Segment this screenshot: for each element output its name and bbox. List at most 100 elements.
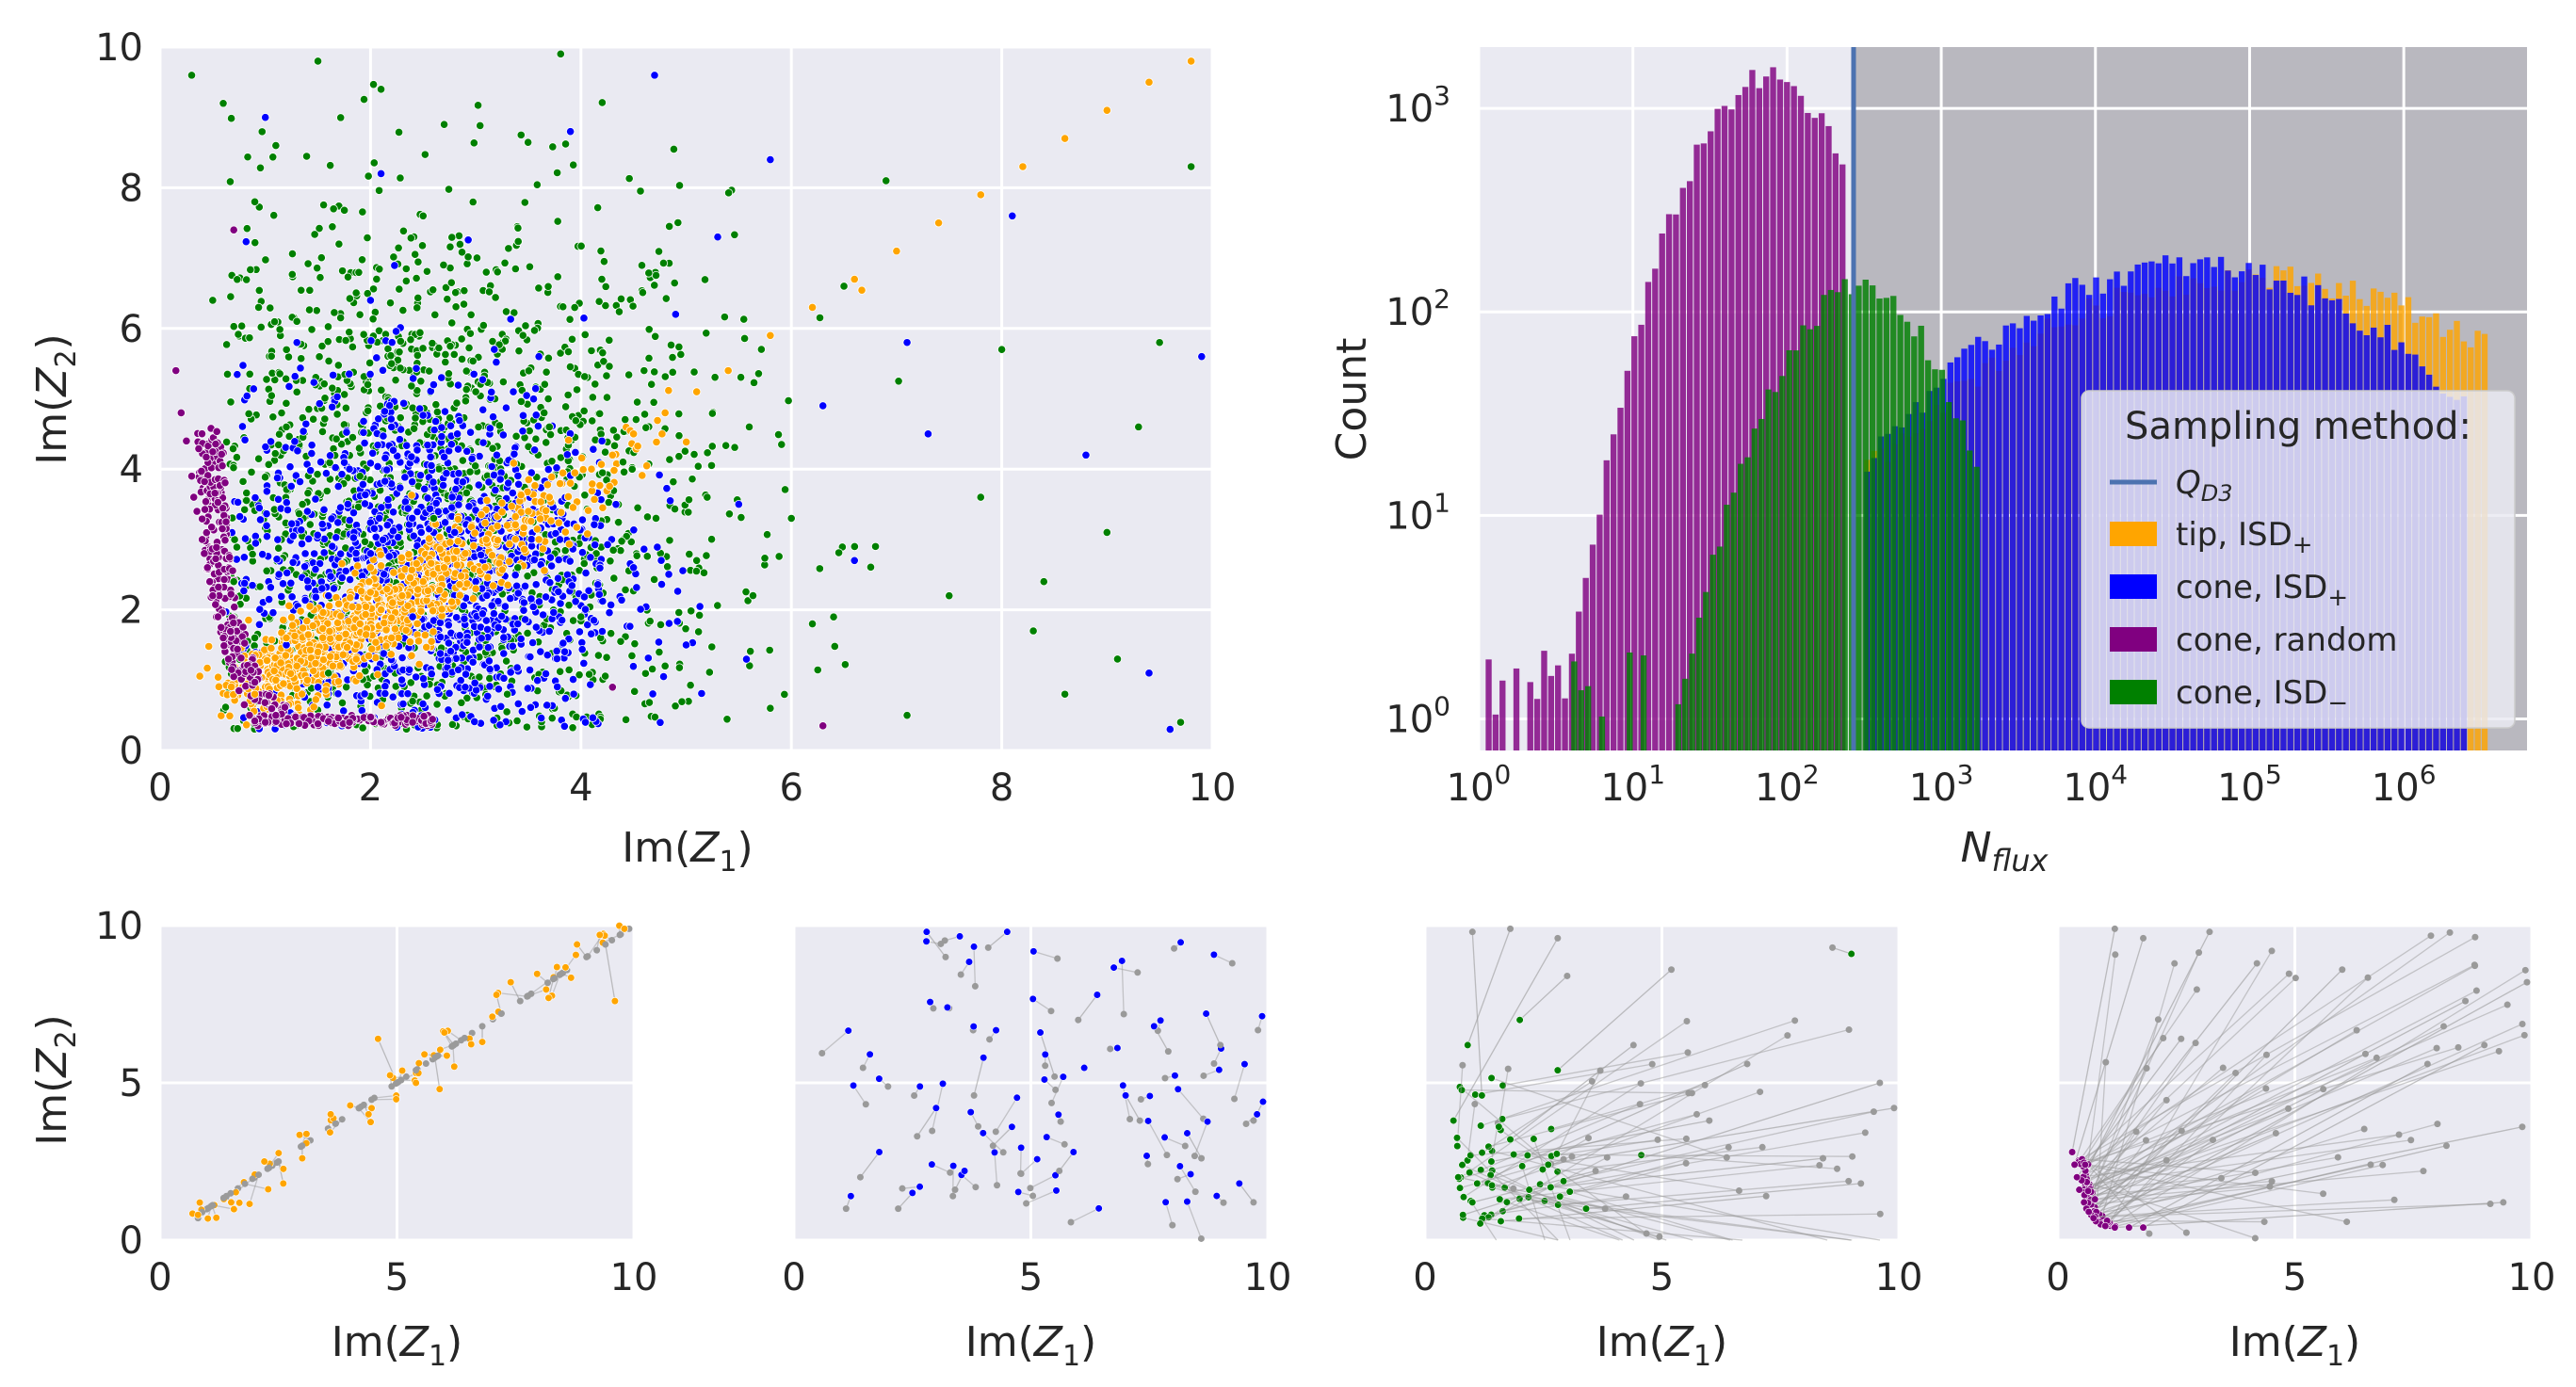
cone-isd-minus-point — [695, 610, 705, 621]
cone-isd-plus-point — [378, 365, 388, 375]
cone-isd-minus-point — [304, 405, 314, 414]
main-data-point — [1144, 669, 1154, 678]
cone-isd-plus-point — [239, 586, 249, 596]
cone-isd-minus-point — [462, 693, 472, 702]
cone-isd-minus-point — [417, 241, 428, 250]
cone-isd-minus-point — [540, 379, 549, 389]
main-data-point — [203, 563, 212, 573]
cone-isd-plus-point — [266, 583, 275, 592]
main-data-point — [503, 689, 512, 699]
cone-isd-plus-point — [482, 590, 492, 601]
hist-bar — [1695, 617, 1703, 750]
main-y-tick-label: 6 — [120, 308, 143, 351]
cone-isd-plus-point — [523, 684, 532, 693]
cone-isd-minus-point — [303, 259, 313, 268]
tip-isd-plus-point — [203, 663, 212, 673]
cone-isd-plus-point — [387, 338, 397, 347]
hist-bar — [1869, 285, 1876, 750]
cone-isd-minus-point — [663, 562, 672, 572]
cone-isd-plus-point — [697, 688, 706, 699]
cone-isd-minus-point — [411, 413, 420, 423]
hist-bar — [1485, 659, 1492, 750]
main-data-point — [376, 718, 386, 727]
cone-isd-minus-point — [579, 558, 589, 569]
cone-isd-plus-point — [553, 682, 562, 692]
cone-isd-plus-point — [512, 581, 522, 590]
tip-isd-plus-point — [468, 594, 478, 604]
cone-isd-minus-point — [428, 338, 437, 348]
cone-isd-plus-point — [478, 375, 488, 384]
cone-isd-plus-point — [487, 601, 496, 610]
cone-isd-minus-point — [513, 223, 523, 233]
cone-isd-minus-point — [398, 226, 409, 235]
cone-isd-plus-point — [541, 592, 551, 602]
cone-random-point — [428, 715, 437, 724]
shifted-point — [524, 992, 531, 1000]
cone-isd-minus-point — [840, 660, 850, 669]
cone-isd-plus-point — [589, 616, 599, 625]
cone-isd-plus-point — [562, 570, 573, 579]
tip-isd-plus-point — [361, 609, 370, 620]
cone-isd-plus-point — [273, 535, 283, 544]
cone-isd-plus-point — [360, 438, 369, 448]
hist-bar — [1800, 325, 1806, 750]
cone-isd-minus-point — [564, 665, 574, 675]
tip-isd-plus-point — [401, 625, 411, 635]
tip-isd-plus-point — [294, 703, 303, 713]
legend-cone-random-label: cone, random — [2176, 621, 2397, 659]
tip-isd-plus-point — [493, 536, 503, 545]
tip-isd-plus-point — [510, 520, 520, 529]
tip-isd-plus-point — [524, 475, 533, 485]
cone-isd-minus-point — [561, 402, 571, 411]
hist-bar — [1806, 329, 1814, 750]
cone-isd-minus-point — [304, 305, 315, 314]
tip-isd-plus-point — [311, 658, 320, 669]
main-data-point — [576, 612, 586, 621]
cone-isd-plus-point — [527, 594, 536, 604]
original-point — [295, 1131, 304, 1139]
cone-isd-minus-point — [462, 384, 471, 395]
original-point — [443, 1052, 451, 1060]
main-data-point — [271, 140, 281, 151]
legend-cone-isd-plus-label: cone, ISD+ — [2176, 569, 2348, 612]
tip-isd-plus-point — [388, 598, 397, 607]
main-data-point — [534, 352, 543, 362]
main-data-point — [945, 591, 954, 601]
cone-isd-plus-point — [409, 374, 418, 383]
cone-isd-minus-point — [694, 627, 704, 637]
cone-isd-plus-point — [643, 653, 653, 663]
cone-isd-plus-point — [526, 702, 536, 712]
cone-isd-minus-point — [425, 366, 434, 376]
hist-bar — [1952, 418, 1959, 750]
tip-isd-plus-point — [609, 465, 619, 476]
cone-random-point — [238, 622, 248, 632]
cone-isd-plus-point — [463, 235, 473, 245]
main-data-point — [250, 633, 260, 643]
tip-isd-plus-point — [653, 415, 662, 426]
cone-isd-minus-point — [543, 282, 553, 291]
cone-isd-minus-point — [246, 265, 255, 275]
cone-isd-minus-point — [391, 376, 400, 385]
cone-isd-plus-point — [416, 527, 426, 537]
cone-isd-plus-point — [333, 481, 343, 492]
cone-isd-minus-point — [277, 408, 286, 418]
tip-isd-plus-point — [290, 631, 300, 641]
cone-isd-minus-point — [624, 174, 634, 184]
original-point — [440, 1028, 448, 1037]
cone-isd-minus-point — [687, 606, 696, 616]
cone-isd-minus-point — [737, 373, 746, 382]
cone-isd-minus-point — [447, 233, 457, 242]
cone-isd-minus-point — [665, 221, 674, 232]
main-data-point — [250, 717, 260, 726]
main-data-point — [1061, 134, 1070, 143]
cone-isd-minus-point — [254, 285, 264, 296]
main-data-point — [239, 700, 249, 710]
tip-isd-plus-point — [483, 573, 493, 582]
cone-isd-minus-point — [229, 322, 238, 331]
cone-isd-plus-point — [458, 477, 468, 487]
hist-bar — [1841, 279, 1848, 750]
cone-isd-minus-point — [614, 518, 624, 527]
cone-isd-minus-point — [284, 431, 294, 442]
cone-isd-plus-point — [487, 461, 496, 472]
tip-isd-plus-point — [407, 565, 416, 574]
